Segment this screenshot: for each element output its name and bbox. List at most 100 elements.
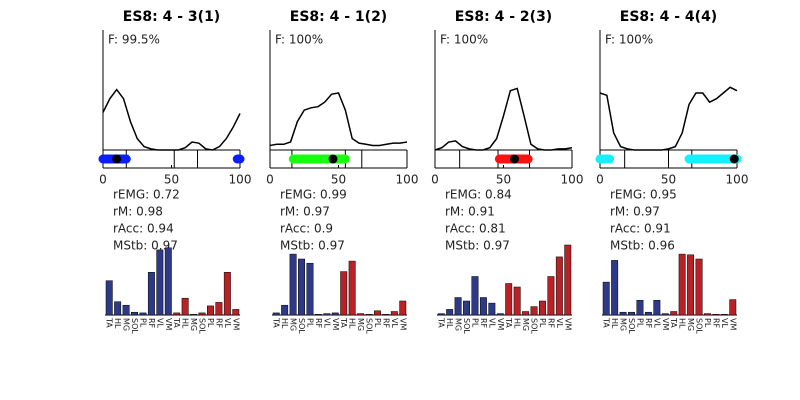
- bar-label: MG: [454, 318, 463, 331]
- marker: [729, 154, 739, 164]
- bar-label: PL: [470, 318, 479, 328]
- bar-label: VM: [164, 318, 173, 330]
- bar-label: PL: [206, 318, 215, 328]
- bar-label: TA: [437, 317, 446, 328]
- curve: [102, 88, 241, 151]
- bar: [323, 313, 331, 316]
- bar-label: RF: [711, 318, 720, 329]
- bar: [131, 311, 138, 316]
- annotation: F: 100%: [605, 33, 653, 47]
- panel-title: ES8: 4 - 1(2): [290, 9, 387, 25]
- bar: [114, 301, 122, 316]
- bar-label: TA: [172, 317, 181, 328]
- bar-label: PL: [305, 318, 314, 328]
- bar: [331, 312, 339, 316]
- bar-label: TA: [272, 317, 281, 328]
- annotation: F: 100%: [440, 33, 488, 47]
- bar-label: VM: [728, 318, 737, 330]
- bar-label: VL: [720, 318, 729, 328]
- bar-label: RF: [381, 318, 390, 329]
- bar-label: HL: [513, 318, 522, 329]
- stat-text: rM: 0.98: [113, 205, 163, 219]
- bar-label: RF: [147, 318, 156, 329]
- bar-label: VM: [661, 318, 670, 330]
- bar-label: SOL: [130, 318, 139, 334]
- bar: [547, 276, 555, 316]
- bar: [207, 305, 214, 316]
- x-tick-label: 0: [596, 173, 604, 187]
- x-tick-label: 50: [164, 173, 179, 187]
- bar-label: HL: [348, 318, 357, 329]
- bar-label: RF: [644, 318, 653, 329]
- bar: [122, 304, 130, 316]
- curve: [269, 92, 408, 147]
- bar: [105, 280, 113, 316]
- bar-label: RF: [214, 318, 223, 329]
- x-tick-label: 100: [396, 173, 419, 187]
- annotation: F: 99.5%: [108, 33, 160, 47]
- bar-label: MG: [122, 318, 131, 331]
- bar-label: MG: [289, 318, 298, 331]
- stat-text: rEMG: 0.95: [610, 188, 677, 202]
- annotation: F: 100%: [275, 33, 323, 47]
- x-tick-label: 0: [431, 173, 439, 187]
- stat-text: MStb: 0.97: [280, 239, 345, 253]
- bar: [687, 254, 695, 316]
- bar: [223, 272, 231, 316]
- bar-label: SOL: [627, 318, 636, 334]
- bar-label: VM: [496, 318, 505, 330]
- stat-text: rEMG: 0.99: [280, 188, 347, 202]
- bar-label: HL: [445, 318, 454, 329]
- bar: [399, 300, 407, 316]
- x-tick-label: 100: [561, 173, 584, 187]
- bar: [695, 258, 703, 316]
- bar: [720, 314, 728, 316]
- bar-label: HL: [181, 318, 190, 329]
- marker: [328, 154, 338, 164]
- stat-text: rAcc: 0.91: [610, 222, 671, 236]
- marker: [112, 154, 122, 164]
- bar: [348, 260, 356, 316]
- bar-label: MG: [521, 318, 530, 331]
- bar-label: SOL: [198, 318, 207, 334]
- bar: [729, 299, 737, 316]
- bar-label: MG: [356, 318, 365, 331]
- stat-text: MStb: 0.96: [610, 239, 675, 253]
- bar: [653, 300, 661, 316]
- bar: [628, 311, 635, 316]
- bar: [463, 300, 470, 316]
- bar-label: HL: [280, 318, 289, 329]
- bar: [602, 281, 610, 316]
- stat-text: rAcc: 0.9: [280, 222, 333, 236]
- bar-label: MG: [189, 318, 198, 331]
- bar: [678, 253, 686, 316]
- x-tick-label: 50: [331, 173, 346, 187]
- bar: [513, 286, 521, 316]
- bar: [232, 309, 240, 316]
- bar: [298, 258, 305, 316]
- bar: [390, 311, 398, 316]
- bar-label: PL: [138, 318, 147, 328]
- bar: [564, 244, 572, 316]
- bar-label: PL: [703, 318, 712, 328]
- bar-label: PL: [373, 318, 382, 328]
- bar: [611, 260, 619, 316]
- bar-label: RF: [314, 318, 323, 329]
- bar-label: VL: [487, 318, 496, 328]
- stat-text: rEMG: 0.84: [445, 188, 512, 202]
- bar: [156, 249, 164, 316]
- stat-text: MStb: 0.97: [445, 239, 510, 253]
- panel-title: ES8: 4 - 4(4): [620, 9, 717, 25]
- x-tick-label: 100: [229, 173, 252, 187]
- bar: [505, 283, 513, 316]
- marker: [509, 154, 519, 164]
- bar-label: TA: [602, 317, 611, 328]
- bar-label: PL: [635, 318, 644, 328]
- bar-label: TA: [105, 317, 114, 328]
- x-tick-label: 0: [266, 173, 274, 187]
- bar-label: VM: [231, 318, 240, 330]
- stat-text: rEMG: 0.72: [113, 188, 180, 202]
- x-tick-label: 50: [496, 173, 511, 187]
- bar-label: TA: [504, 317, 513, 328]
- bar: [147, 272, 155, 316]
